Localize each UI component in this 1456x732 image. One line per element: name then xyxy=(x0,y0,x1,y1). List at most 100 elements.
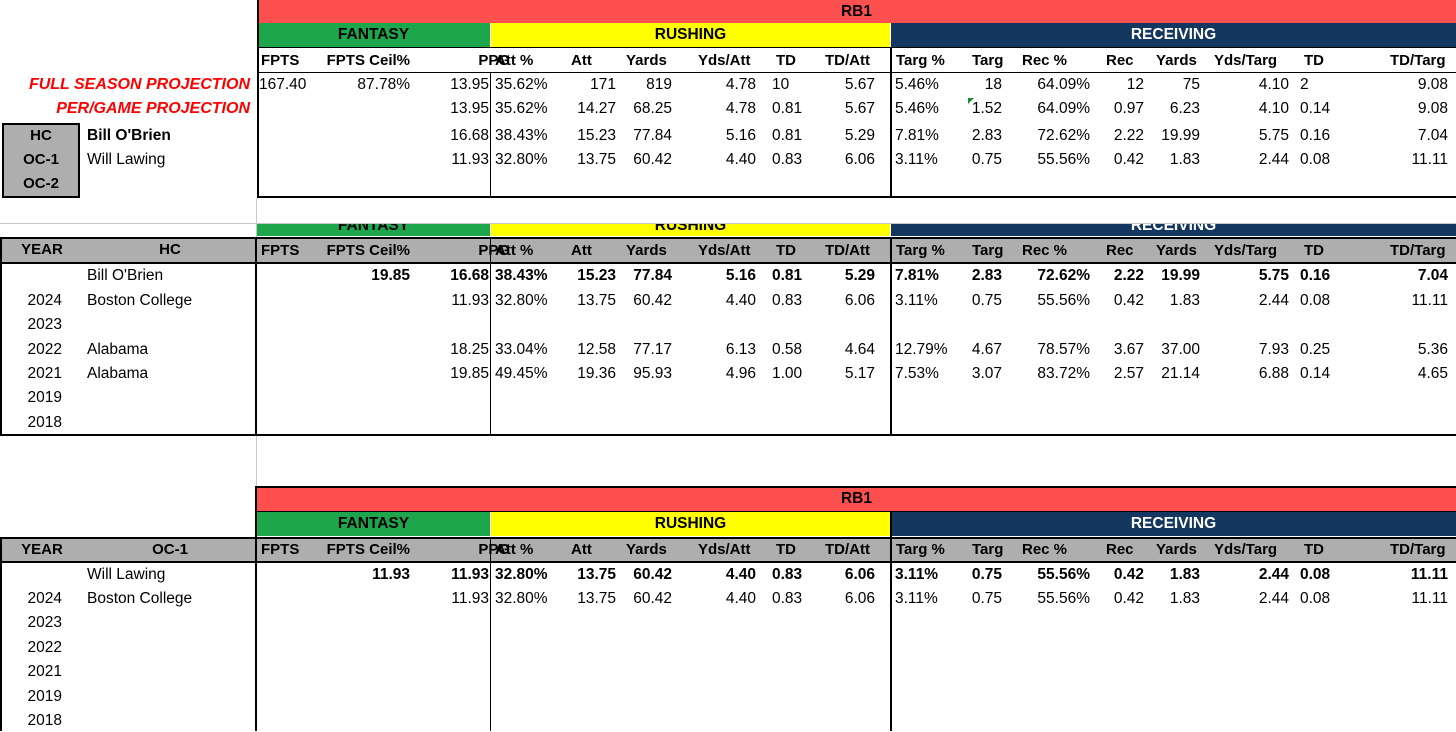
table-cell: 77.84 xyxy=(633,267,672,284)
table-cell: 15.23 xyxy=(577,127,616,144)
table-cell: 7.53% xyxy=(895,364,939,382)
table-cell: 7.93 xyxy=(1258,340,1289,358)
table-cell: 6.88 xyxy=(1258,364,1289,382)
table-cell: 2.57 xyxy=(1113,364,1144,382)
table-cell: 75 xyxy=(1182,76,1200,93)
fantasy-label: FANTASY xyxy=(337,26,410,43)
table-cell: 0.75 xyxy=(971,590,1002,607)
table-cell: 13.75 xyxy=(577,590,616,607)
receiving-band-clipped: RECEIVING xyxy=(891,224,1456,236)
rushing-band: RUSHING xyxy=(491,23,890,47)
table-cell: 72.62% xyxy=(1037,127,1090,144)
table-cell: 2 xyxy=(1300,76,1309,93)
column-header: TD/Att xyxy=(825,52,870,69)
table-cell: 13.95 xyxy=(450,76,489,93)
table-cell: 819 xyxy=(646,76,672,93)
table-cell: 2.44 xyxy=(1258,566,1289,583)
table-cell: 32.80% xyxy=(495,292,548,309)
table-cell: 0.97 xyxy=(1113,100,1144,117)
table-cell: 19.85 xyxy=(371,267,410,284)
column-header: Yards xyxy=(626,242,667,259)
column-header: TD/Att xyxy=(825,242,870,259)
table-cell: 18.25 xyxy=(450,340,489,358)
table-cell: 5.17 xyxy=(844,364,875,382)
table-cell: 19.85 xyxy=(450,364,489,382)
position-label-oc: RB1 xyxy=(840,490,872,507)
row-year: 2019 xyxy=(27,389,62,407)
table-cell: 7.04 xyxy=(1417,127,1448,144)
fantasy-band-oc: FANTASY xyxy=(257,512,490,536)
table-cell: 2.83 xyxy=(971,267,1002,284)
row-year xyxy=(2,564,62,586)
table-cell: 0.81 xyxy=(772,267,803,284)
coach-role-box xyxy=(2,123,80,198)
table-cell: 19.99 xyxy=(1161,127,1200,144)
row-name xyxy=(87,314,255,336)
table-cell: 1.00 xyxy=(772,364,803,382)
row-name: Bill O'Brien xyxy=(87,267,164,284)
table-cell: 87.78% xyxy=(357,76,410,93)
table-cell: 0.08 xyxy=(1300,151,1331,168)
column-header: FPTS Ceil% xyxy=(326,242,410,259)
table-cell: 0.42 xyxy=(1113,151,1144,168)
table-cell: 2.44 xyxy=(1258,590,1289,607)
row-name: Will Lawing xyxy=(87,566,166,583)
table-cell: 32.80% xyxy=(495,566,548,583)
table-cell: 4.10 xyxy=(1258,76,1289,93)
column-header: TD xyxy=(776,52,796,69)
row-year: 2023 xyxy=(27,614,62,632)
row-year: 2018 xyxy=(27,413,62,431)
column-header: Targ % xyxy=(896,242,945,259)
table-cell: 55.56% xyxy=(1037,151,1090,168)
hc-year-header: YEAR xyxy=(21,241,63,258)
receiving-band-oc: RECEIVING xyxy=(891,512,1456,536)
table-cell: 2.44 xyxy=(1258,292,1289,309)
column-header: TD xyxy=(1304,541,1324,558)
fantasy-label-clipped: FANTASY xyxy=(337,224,410,234)
table-cell: 4.65 xyxy=(1417,364,1448,382)
table-cell: 0.14 xyxy=(1300,100,1331,117)
table-cell: 7.81% xyxy=(895,127,939,144)
column-header: TD xyxy=(1304,242,1324,259)
column-header: FPTS xyxy=(261,242,300,259)
column-header: TD xyxy=(776,541,796,558)
hc-table-header xyxy=(0,238,1456,262)
table-cell: 38.43% xyxy=(495,267,548,284)
column-header: Yards xyxy=(1156,541,1197,558)
table-cell: 0.83 xyxy=(772,566,803,583)
table-cell: 11.93 xyxy=(451,292,489,309)
table-cell: 0.75 xyxy=(971,292,1002,309)
table-cell: 0.16 xyxy=(1300,267,1331,284)
table-cell: 13.75 xyxy=(577,566,616,583)
table-cell: 33.04% xyxy=(495,340,548,358)
rushing-band-clipped: RUSHING xyxy=(491,224,890,236)
table-cell: 12 xyxy=(1126,76,1144,93)
table-cell: 18 xyxy=(984,76,1002,93)
table-cell: 6.06 xyxy=(844,292,875,309)
table-cell: 0.08 xyxy=(1300,590,1331,607)
table-cell: 2.83 xyxy=(971,127,1002,144)
row-name xyxy=(87,661,255,683)
position-band: RB1 xyxy=(257,0,1456,23)
column-header: Rec xyxy=(1106,541,1134,558)
table-cell: 64.09% xyxy=(1037,100,1090,117)
row-name: Boston College xyxy=(87,292,193,309)
table-cell: 1.83 xyxy=(1169,590,1200,607)
row-year: 2023 xyxy=(27,316,62,334)
table-cell: 5.75 xyxy=(1258,267,1289,284)
column-header: FPTS xyxy=(261,541,300,558)
column-header: Att % xyxy=(495,52,534,69)
table-cell: 60.42 xyxy=(633,292,672,309)
table-cell: 77.84 xyxy=(633,127,672,144)
column-header: Att xyxy=(571,541,592,558)
table-cell: 0.83 xyxy=(772,151,803,168)
row-name xyxy=(87,710,255,732)
column-header: Targ % xyxy=(896,541,945,558)
rushing-label-oc: RUSHING xyxy=(654,515,727,532)
table-cell: 0.83 xyxy=(772,292,803,309)
full-season-projection-label: FULL SEASON PROJECTION xyxy=(28,76,250,93)
table-cell: 1.83 xyxy=(1169,566,1200,583)
table-cell: 9.08 xyxy=(1417,76,1448,93)
oc-year-header: YEAR xyxy=(21,541,63,558)
column-header: Rec xyxy=(1106,242,1134,259)
